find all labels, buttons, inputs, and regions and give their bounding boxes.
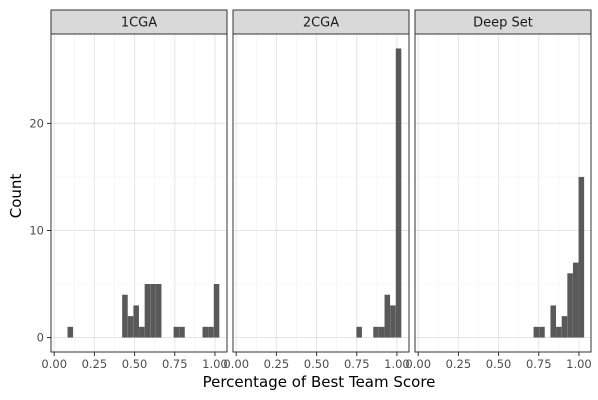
histogram-bar: [139, 326, 145, 338]
histogram-bar: [150, 284, 156, 338]
x-tick-label: 1.00: [566, 357, 592, 371]
panel-border: [232, 33, 410, 353]
panel-strip-label: 1CGA: [121, 16, 157, 31]
x-tick-label: 0.50: [304, 357, 330, 371]
histogram-bar: [550, 305, 557, 338]
histogram-bar: [155, 284, 162, 338]
x-tick-label: 1.00: [202, 357, 228, 371]
x-tick-label: 0.25: [264, 357, 290, 371]
histogram-bar: [395, 48, 402, 338]
y-tick-label: 0: [37, 331, 44, 345]
histogram-bar: [133, 305, 139, 338]
panel-strip-label: Deep Set: [473, 16, 533, 31]
x-tick-label: 0.00: [41, 357, 67, 371]
panel-background: [51, 34, 227, 352]
histogram-bar: [378, 326, 385, 338]
x-tick-label: 0.75: [162, 357, 188, 371]
histogram-bar: [122, 294, 128, 338]
y-tick-label: 10: [29, 223, 44, 237]
histogram-bar: [356, 326, 362, 338]
histogram-bar: [127, 316, 134, 338]
histogram-bar: [179, 326, 185, 338]
histogram-bar: [390, 305, 396, 338]
x-tick-label: 0.50: [486, 357, 512, 371]
x-tick-label: 0.00: [223, 357, 249, 371]
x-tick-label: 0.75: [526, 357, 552, 371]
histogram-bar: [567, 273, 573, 338]
panel-border: [50, 33, 228, 353]
y-tick-label: 20: [29, 116, 44, 130]
histogram-bar: [561, 316, 568, 338]
histogram-bar: [384, 294, 391, 338]
panel-2: Deep Set 0.00 0.25 0.50 0.75 1.00: [405, 9, 592, 371]
histogram-bar: [213, 284, 220, 338]
panel-strip: [50, 9, 228, 35]
histogram-bar: [173, 326, 180, 338]
histogram-bar: [539, 326, 545, 338]
x-tick-label: 0.50: [122, 357, 148, 371]
x-tick-label: 1.00: [384, 357, 410, 371]
histogram-bar: [144, 284, 151, 338]
panels: 1CGA 0.00 0.25 0.50 0.75 1.00 2CGA 0.00 0.25 0.50…: [41, 9, 592, 371]
y-axis-title: Count: [7, 174, 25, 219]
x-axis-title: Percentage of Best Team Score: [203, 373, 436, 391]
panel-0: 1CGA 0.00 0.25 0.50 0.75 1.00: [41, 9, 228, 371]
panel-background: [415, 34, 591, 352]
histogram-bar: [373, 326, 379, 338]
x-tick-label: 0.25: [82, 357, 108, 371]
panel-background: [233, 34, 409, 352]
panel-1: 2CGA 0.00 0.25 0.50 0.75 1.00: [223, 9, 410, 371]
histogram-bar: [556, 326, 562, 338]
histogram-bar: [533, 326, 540, 338]
panel-strip-label: 2CGA: [303, 16, 339, 31]
histogram-bar: [202, 326, 209, 338]
histogram-bar: [578, 176, 585, 338]
x-tick-label: 0.00: [405, 357, 431, 371]
histogram-bar: [67, 326, 74, 338]
histogram-bar: [208, 326, 214, 338]
y-axis: 0 10 20: [29, 116, 51, 345]
panel-strip: [414, 9, 592, 35]
x-tick-label: 0.75: [344, 357, 370, 371]
panel-border: [414, 33, 592, 353]
histogram-bar: [572, 262, 579, 338]
x-tick-label: 0.25: [446, 357, 472, 371]
